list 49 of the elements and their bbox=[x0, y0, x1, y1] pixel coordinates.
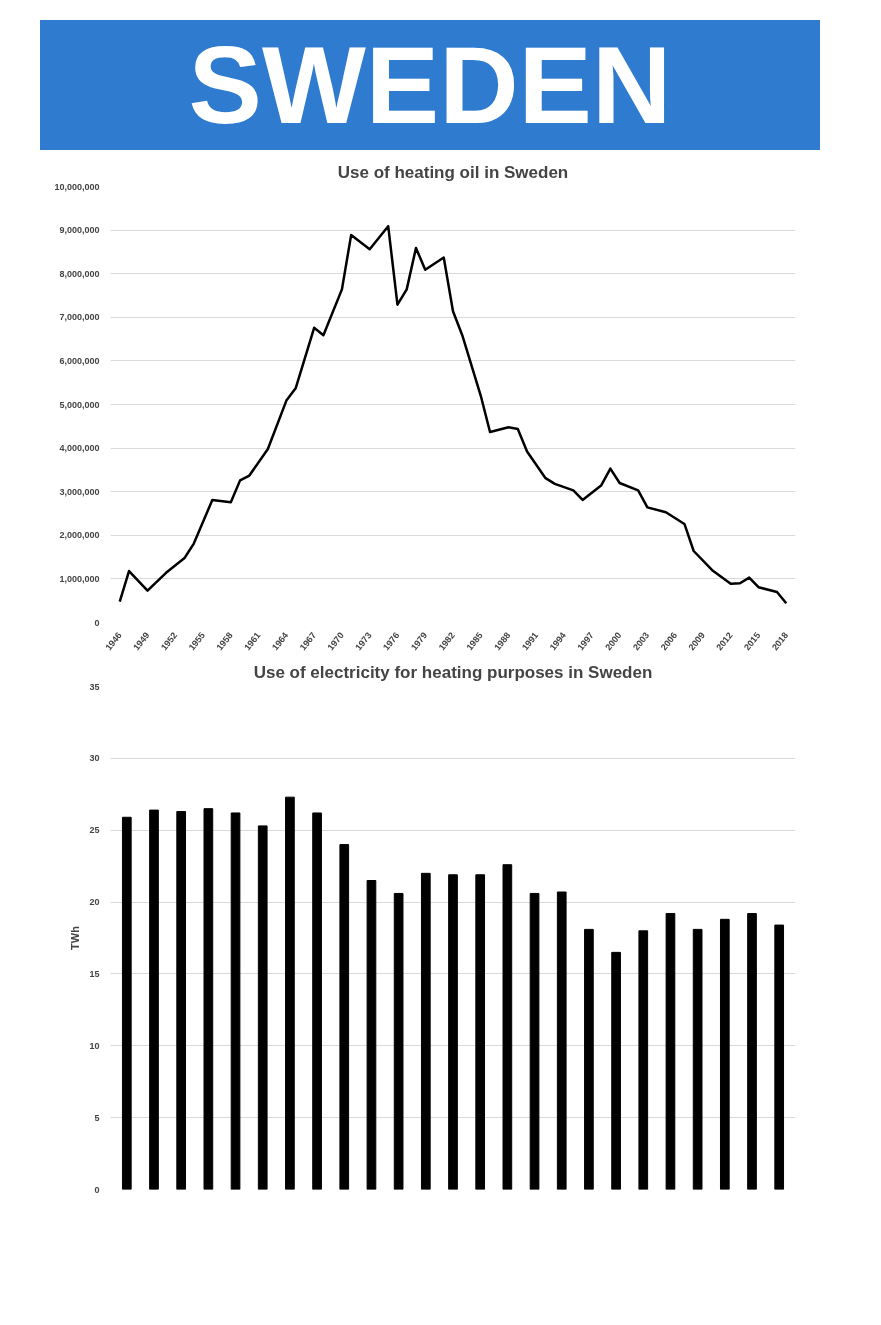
bar bbox=[230, 812, 241, 1190]
bar bbox=[366, 880, 377, 1190]
bar bbox=[747, 913, 757, 1190]
y-tick-label: 2,000,000 bbox=[59, 530, 100, 541]
bar bbox=[420, 872, 431, 1190]
bar bbox=[719, 918, 730, 1190]
bar bbox=[203, 808, 214, 1190]
y-tick-label: 5,000,000 bbox=[59, 399, 100, 410]
bar bbox=[774, 924, 785, 1190]
chart-subtitle: Use of heating oil in Sweden bbox=[337, 162, 569, 182]
y-tick-label: 10 bbox=[89, 1040, 100, 1051]
y-tick-label: 25 bbox=[89, 825, 100, 836]
y-tick-label: 0 bbox=[94, 617, 100, 628]
y-tick-label: 15 bbox=[89, 968, 100, 979]
y-tick-label: 9,000,000 bbox=[59, 225, 100, 236]
y-tick-label: 8,000,000 bbox=[59, 268, 100, 279]
bar bbox=[393, 892, 404, 1190]
bar bbox=[176, 811, 187, 1190]
bar bbox=[584, 928, 594, 1190]
bar bbox=[692, 928, 703, 1190]
y-tick-label: 1,000,000 bbox=[59, 573, 100, 584]
bar bbox=[665, 913, 676, 1190]
bar bbox=[149, 809, 159, 1190]
y-tick-label: 6,000,000 bbox=[59, 355, 100, 366]
y-tick-label: 0 bbox=[94, 1184, 100, 1195]
y-axis-title: TWh bbox=[69, 925, 82, 950]
y-tick-label: 4,000,000 bbox=[59, 443, 100, 454]
bar bbox=[638, 930, 649, 1190]
bar bbox=[556, 891, 567, 1190]
bar bbox=[339, 844, 350, 1190]
line-series bbox=[118, 224, 788, 605]
bar bbox=[121, 816, 132, 1190]
bar bbox=[502, 864, 513, 1190]
y-tick-label: 20 bbox=[89, 897, 100, 908]
bar bbox=[448, 874, 458, 1190]
chart-title: SWEDEN bbox=[188, 22, 672, 148]
bar bbox=[611, 951, 621, 1190]
chart-title: Use of electricity for heating purposes in Sweden bbox=[253, 662, 653, 682]
bar bbox=[285, 796, 295, 1190]
y-tick-label: 35 bbox=[89, 681, 100, 692]
y-tick-label: 5 bbox=[94, 1112, 100, 1123]
y-tick-label: 3,000,000 bbox=[59, 486, 100, 497]
bar bbox=[529, 892, 540, 1190]
y-tick-label: 30 bbox=[89, 753, 100, 764]
y-tick-label: 10,000,000 bbox=[54, 181, 100, 192]
bar bbox=[312, 812, 322, 1190]
y-tick-label: 7,000,000 bbox=[59, 312, 100, 323]
bar bbox=[257, 825, 268, 1190]
bar bbox=[475, 874, 486, 1190]
